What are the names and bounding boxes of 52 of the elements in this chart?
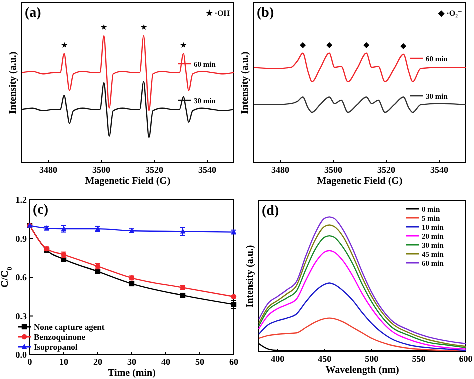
x-tick-label: 550 <box>412 354 426 364</box>
legend-label: None capture agent <box>34 322 105 332</box>
x-tick-label: 400 <box>271 354 286 364</box>
x-tick-label: 3500 <box>324 165 343 175</box>
x-tick-label: 3500 <box>92 165 111 175</box>
text: ★ ·OH <box>206 9 231 18</box>
annotation: ★ <box>140 23 148 32</box>
y-axis-title: Intensity (a.u.) <box>240 52 251 114</box>
x-axis-title: Magenetic Field (G) <box>85 176 171 187</box>
y-tick-label: 0.9 <box>16 234 28 244</box>
legend-label: Benzoquinone <box>34 332 86 342</box>
x-tick-label: 3540 <box>430 165 449 175</box>
x-axis-title: Magenetic Field (G) <box>317 176 403 187</box>
y-tick-label: 0.6 <box>16 272 28 282</box>
y-tick-label: 0.0 <box>16 350 28 360</box>
x-axis-title: Wavelength (nm) <box>326 365 400 376</box>
annotation: ◆ <box>326 40 334 50</box>
annotation: ◆ <box>364 40 371 50</box>
x-tick-label: 30 <box>128 357 137 367</box>
legend-label: Isopropanol <box>34 342 78 352</box>
annotation: ★ <box>100 23 108 32</box>
annotation: ◆ <box>300 40 308 50</box>
point <box>129 281 135 287</box>
x-tick-label: 3540 <box>198 165 217 175</box>
chart-title: (d) <box>262 204 280 219</box>
x-tick-label: 50 <box>196 357 205 367</box>
x-tick-label: 3520 <box>146 165 164 175</box>
chart-title: (c) <box>33 203 49 218</box>
x-tick-label: 500 <box>365 354 380 364</box>
annotation: ★ <box>180 40 188 50</box>
annotation: ★ <box>60 40 68 50</box>
x-tick-label: 3480 <box>272 165 290 175</box>
y-tick-label: 1.2 <box>16 195 28 205</box>
text: ◆ ·O₂⁻ <box>438 9 462 18</box>
chart-title: (b) <box>257 6 274 21</box>
x-axis-title: Time (min) <box>108 368 156 379</box>
y-axis-title: Intensity (a.u.) <box>8 52 19 114</box>
x-tick-label: 10 <box>60 357 69 367</box>
x-tick-label: 600 <box>459 354 474 364</box>
x-tick-label: 0 <box>28 357 33 367</box>
chart-title: (a) <box>25 6 42 21</box>
x-tick-label: 60 <box>230 357 239 367</box>
x-tick-label: 40 <box>162 357 171 367</box>
point <box>180 292 186 298</box>
x-tick-label: 3480 <box>40 165 58 175</box>
x-tick-label: 20 <box>94 357 103 367</box>
point <box>231 302 237 308</box>
y-tick-label: 0.3 <box>16 311 28 322</box>
y-axis-title: Intensity (a.u.) <box>245 245 256 308</box>
x-tick-label: 3520 <box>378 165 396 175</box>
x-tick-label: 450 <box>318 354 332 364</box>
annotation: ◆ <box>400 42 408 51</box>
